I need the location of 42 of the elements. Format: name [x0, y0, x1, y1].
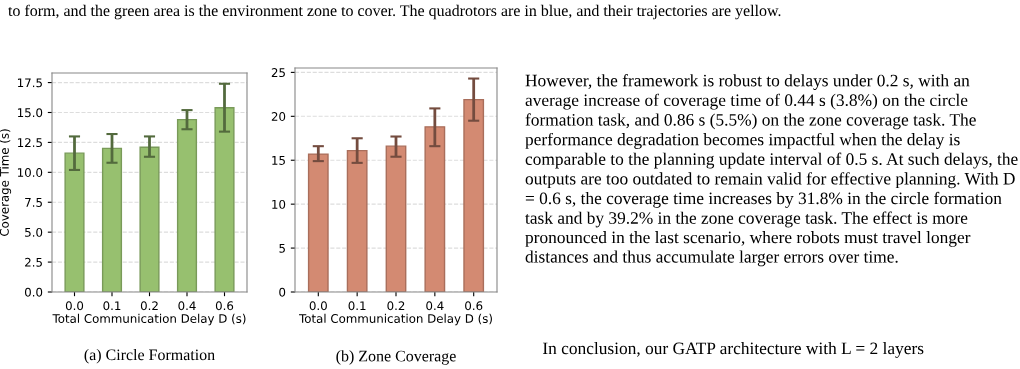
- y-tick-label: 15: [272, 156, 285, 165]
- y-tick-label: 10.0: [17, 168, 43, 177]
- x-axis-title: Total Communication Delay D (s): [299, 313, 492, 326]
- y-tick-label: 0.0: [24, 287, 43, 297]
- y-axis-title: Coverage Time (s): [0, 129, 12, 236]
- bar: [101, 147, 123, 292]
- x-tick-label: 0.4: [426, 301, 444, 311]
- x-tick-label: 0.6: [465, 301, 483, 311]
- y-tick-label: 17.5: [17, 78, 42, 88]
- text: to form, and the green area is the environment zone to cover. The quadrotors are in blue, and their trajectories are yellow.: [8, 4, 781, 20]
- x-axis-title: Total Communication Delay D (s): [52, 313, 246, 326]
- y-tick-label: 15.0: [17, 108, 43, 118]
- x-tick-label: 0.0: [65, 301, 84, 311]
- bar: [176, 118, 198, 292]
- y-tick-label: 10: [272, 199, 286, 209]
- bar: [424, 126, 446, 292]
- bar: [307, 153, 329, 292]
- y-tick-label: 5.0: [25, 227, 43, 237]
- y-tick-label: 12.5: [17, 138, 42, 148]
- text: In conclusion, our GATP architecture with L = 2 layers: [542, 342, 924, 358]
- x-tick-label: 0.2: [140, 301, 158, 311]
- x-tick-label: 0.1: [103, 301, 121, 311]
- y-tick-label: 0: [279, 287, 286, 297]
- y-tick-label: 20: [271, 112, 286, 121]
- y-tick-label: 7.5: [25, 198, 42, 207]
- bar: [346, 149, 368, 292]
- bar: [385, 145, 407, 292]
- y-tick-label: 2.5: [25, 257, 42, 267]
- x-tick-label: 0.4: [178, 301, 196, 311]
- text: (b) Zone Coverage: [336, 350, 456, 365]
- x-tick-label: 0.1: [348, 301, 366, 311]
- y-tick-label: 25: [271, 68, 285, 78]
- bar: [64, 152, 85, 292]
- text: (a) Circle Formation: [84, 348, 215, 364]
- text: However, the framework is robust to delays under 0.2 s, with an average increase of coverage time of 0.44 s (3.8%) on the circle formation task, and 0.86 s (5.5%) on the zone coverage task. The performance degradation becomes impactful when the delay is comparable to the planning update interval of 0.5 s. At such delays, the outputs are too outdated to remain valid for effective planning. With D = 0.6 s, the coverage time increases by 31.8% in the circle formation task and by 39.2% in the zone coverage task. The effect is more pronounced in the last scenario, where robots must travel longer distances and thus accumulate larger errors over time.: [525, 74, 1018, 267]
- bar: [463, 98, 485, 292]
- x-tick-label: 0.6: [215, 301, 234, 311]
- bar: [139, 146, 160, 292]
- bar: [214, 107, 235, 292]
- x-tick-label: 0.0: [309, 301, 327, 311]
- y-tick-label: 5: [279, 243, 285, 253]
- x-tick-label: 0.2: [387, 301, 405, 311]
